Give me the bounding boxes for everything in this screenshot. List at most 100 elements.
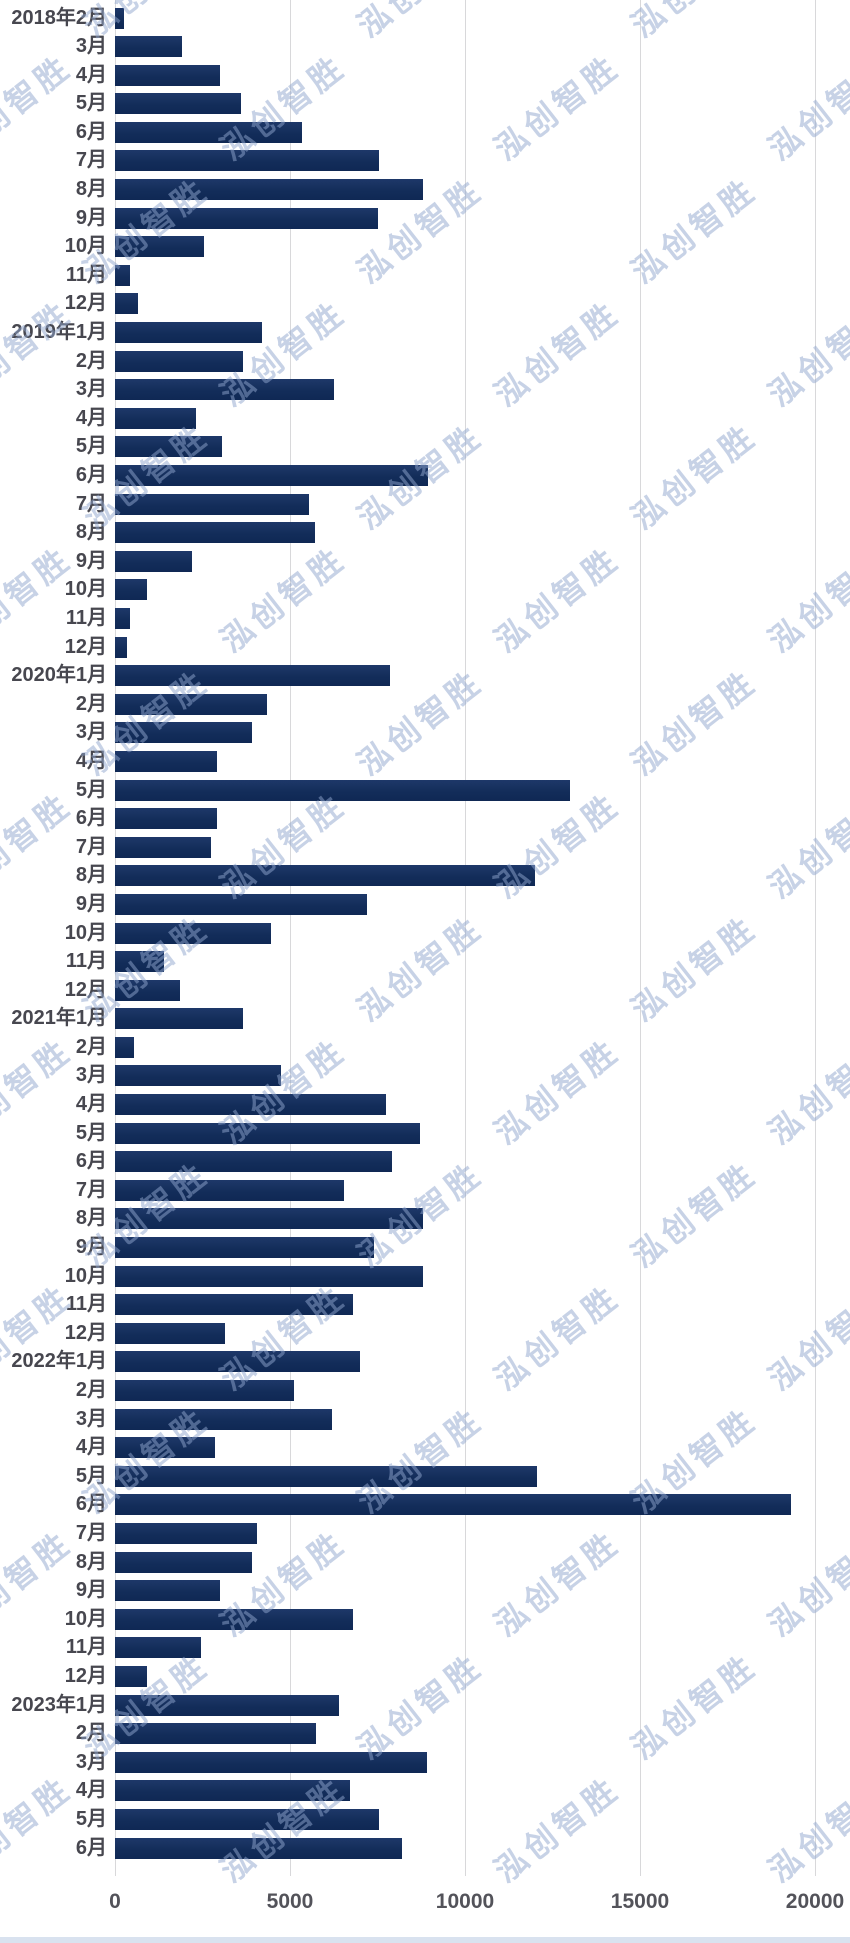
bar (115, 1351, 360, 1373)
bar (115, 207, 378, 229)
category-label: 2022年1月 (11, 1350, 107, 1373)
watermark-text: 泓创智胜 (761, 1277, 850, 1398)
bar (115, 1551, 252, 1573)
category-label: 8月 (75, 178, 107, 201)
category-label: 11月 (65, 950, 107, 973)
bar (115, 1808, 380, 1830)
bar (115, 951, 164, 973)
watermark-text: 泓创智胜 (487, 1277, 627, 1398)
bar (115, 1094, 387, 1116)
bar (115, 121, 303, 143)
bar (115, 722, 252, 744)
category-label: 7月 (75, 835, 107, 858)
bar (115, 550, 192, 572)
category-label: 12月 (64, 1664, 107, 1687)
category-label: 2月 (75, 349, 107, 372)
category-label: 5月 (75, 1121, 107, 1144)
watermark-text: 泓创智胜 (761, 47, 850, 168)
category-label: 9月 (75, 1236, 107, 1259)
category-label: 8月 (75, 864, 107, 887)
watermark-text: 泓创智胜 (761, 1031, 850, 1152)
bar (115, 1522, 257, 1544)
gridline-10000 (465, 0, 466, 1876)
category-label: 7月 (75, 149, 107, 172)
bar (115, 922, 271, 944)
bar (115, 1151, 392, 1173)
category-label: 5月 (75, 778, 107, 801)
category-label: 7月 (75, 1178, 107, 1201)
bar (115, 750, 217, 772)
x-tick-label: 10000 (435, 1890, 495, 1913)
category-label: 2月 (75, 1379, 107, 1401)
category-label: 2月 (75, 1035, 107, 1058)
category-label: 7月 (75, 1521, 107, 1544)
bar (115, 607, 130, 629)
bar (115, 7, 124, 29)
category-label: 4月 (75, 1779, 107, 1802)
category-label: 12月 (64, 978, 107, 1001)
bar (115, 436, 222, 458)
bar (115, 693, 268, 715)
bar (115, 1465, 537, 1487)
bar (115, 1036, 135, 1058)
watermark-text: 泓创智胜 (487, 293, 627, 414)
category-label: 9月 (75, 549, 107, 572)
bar (115, 836, 212, 858)
category-label: 3月 (75, 1407, 107, 1430)
watermark-text: 泓创智胜 (624, 1646, 764, 1767)
watermark-text: 泓创智胜 (761, 539, 850, 660)
category-label: 3月 (75, 1750, 107, 1773)
bar (115, 407, 196, 429)
category-label: 9月 (75, 206, 107, 229)
category-label: 11月 (65, 606, 107, 629)
category-label: 11月 (65, 1636, 107, 1659)
category-label: 5月 (75, 92, 107, 115)
bar (115, 1665, 147, 1687)
category-label: 9月 (75, 1579, 107, 1602)
bar (115, 36, 182, 58)
category-label: 5月 (75, 1464, 107, 1487)
bar (115, 1380, 294, 1401)
bar (115, 64, 220, 86)
category-label: 3月 (75, 378, 107, 401)
watermark-text: 泓创智胜 (487, 47, 627, 168)
category-label: 2018年2月 (11, 6, 107, 29)
watermark-text: 泓创智胜 (487, 539, 627, 660)
bar (115, 350, 243, 372)
bar (115, 1208, 423, 1230)
watermark-text: 泓创智胜 (624, 662, 764, 783)
category-label: 12月 (64, 635, 107, 658)
category-label: 2020年1月 (11, 664, 107, 687)
watermark-text: 泓创智胜 (487, 1031, 627, 1152)
bar (115, 1122, 420, 1144)
category-label: 6月 (75, 120, 107, 143)
category-label: 7月 (75, 492, 107, 515)
category-label: 3月 (75, 1064, 107, 1087)
bar (115, 1179, 345, 1201)
bar (115, 808, 217, 830)
bar (115, 293, 138, 315)
bar (115, 1065, 282, 1087)
x-tick-label: 20000 (785, 1890, 845, 1913)
category-label: 6月 (75, 1493, 107, 1516)
bar (115, 1751, 427, 1773)
watermark-text: 泓创智胜 (624, 170, 764, 291)
category-label: 12月 (64, 292, 107, 315)
category-label: 4月 (75, 1436, 107, 1459)
category-label: 4月 (75, 63, 107, 86)
category-label: 8月 (75, 521, 107, 544)
bar (115, 865, 535, 887)
watermark-text: 泓创智胜 (624, 1154, 764, 1275)
bar (115, 779, 570, 801)
bar (115, 1322, 226, 1344)
bar (115, 1265, 423, 1287)
bar (115, 1837, 402, 1859)
watermark-text: 泓创智胜 (761, 1523, 850, 1644)
category-label: 10月 (64, 1607, 107, 1630)
bottom-strip (0, 1937, 850, 1943)
bar (115, 322, 262, 344)
category-label: 4月 (75, 1093, 107, 1116)
watermark-text: 泓创智胜 (487, 1523, 627, 1644)
watermark-text: 泓创智胜 (213, 539, 353, 660)
